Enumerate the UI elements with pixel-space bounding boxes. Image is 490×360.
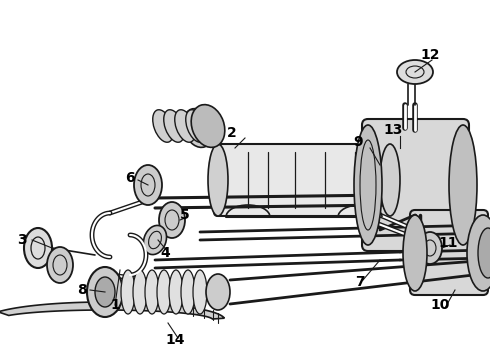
Ellipse shape [206, 274, 230, 310]
Text: 6: 6 [125, 171, 135, 185]
Ellipse shape [87, 267, 123, 317]
FancyBboxPatch shape [362, 119, 469, 251]
Polygon shape [0, 302, 224, 319]
Text: 5: 5 [180, 208, 190, 222]
Text: 14: 14 [165, 333, 185, 347]
Ellipse shape [47, 247, 73, 283]
Ellipse shape [183, 109, 213, 147]
FancyBboxPatch shape [214, 144, 394, 216]
Ellipse shape [133, 270, 147, 314]
Text: 7: 7 [355, 275, 365, 289]
Text: 3: 3 [17, 233, 27, 247]
Ellipse shape [467, 215, 490, 291]
Ellipse shape [418, 232, 442, 264]
Ellipse shape [354, 125, 382, 245]
Ellipse shape [145, 270, 159, 314]
Ellipse shape [380, 144, 400, 216]
Ellipse shape [197, 110, 217, 142]
Ellipse shape [157, 270, 171, 314]
Text: 11: 11 [438, 236, 458, 250]
Ellipse shape [159, 202, 185, 238]
Ellipse shape [169, 270, 183, 314]
Ellipse shape [193, 270, 207, 314]
Text: 8: 8 [77, 283, 87, 297]
Ellipse shape [24, 228, 52, 268]
Ellipse shape [449, 125, 477, 245]
Text: 12: 12 [420, 48, 440, 62]
Ellipse shape [191, 105, 225, 147]
Ellipse shape [403, 215, 427, 291]
Ellipse shape [121, 270, 135, 314]
Ellipse shape [153, 110, 173, 142]
Ellipse shape [186, 110, 206, 142]
Ellipse shape [144, 225, 167, 255]
Ellipse shape [95, 277, 115, 307]
Text: 13: 13 [383, 123, 403, 137]
Ellipse shape [208, 144, 228, 216]
Ellipse shape [478, 228, 490, 278]
FancyBboxPatch shape [410, 210, 488, 295]
Ellipse shape [175, 110, 195, 142]
Ellipse shape [164, 110, 184, 142]
Ellipse shape [181, 270, 195, 314]
Text: 9: 9 [353, 135, 363, 149]
Text: 4: 4 [160, 246, 170, 260]
Ellipse shape [134, 165, 162, 205]
Text: 2: 2 [227, 126, 237, 140]
Text: 10: 10 [430, 298, 450, 312]
Ellipse shape [397, 60, 433, 84]
Text: 1: 1 [110, 298, 120, 312]
